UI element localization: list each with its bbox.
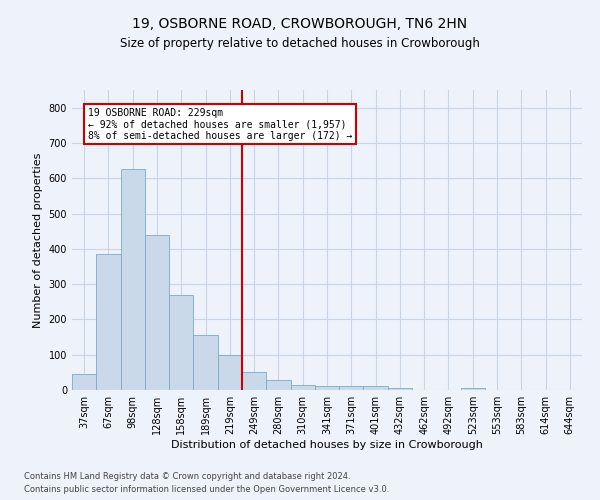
Bar	[461, 388, 485, 390]
Bar	[218, 354, 242, 390]
Bar	[96, 254, 121, 390]
Text: Contains HM Land Registry data © Crown copyright and database right 2024.: Contains HM Land Registry data © Crown c…	[24, 472, 350, 481]
Bar	[266, 380, 290, 390]
Text: Contains public sector information licensed under the Open Government Licence v3: Contains public sector information licen…	[24, 485, 389, 494]
Bar	[121, 170, 145, 390]
Bar	[242, 372, 266, 390]
Text: 19, OSBORNE ROAD, CROWBOROUGH, TN6 2HN: 19, OSBORNE ROAD, CROWBOROUGH, TN6 2HN	[133, 18, 467, 32]
X-axis label: Distribution of detached houses by size in Crowborough: Distribution of detached houses by size …	[171, 440, 483, 450]
Text: 19 OSBORNE ROAD: 229sqm
← 92% of detached houses are smaller (1,957)
8% of semi-: 19 OSBORNE ROAD: 229sqm ← 92% of detache…	[88, 108, 352, 141]
Bar	[290, 384, 315, 390]
Bar	[193, 336, 218, 390]
Bar	[388, 388, 412, 390]
Bar	[339, 386, 364, 390]
Y-axis label: Number of detached properties: Number of detached properties	[33, 152, 43, 328]
Bar	[169, 296, 193, 390]
Text: Size of property relative to detached houses in Crowborough: Size of property relative to detached ho…	[120, 38, 480, 51]
Bar	[364, 386, 388, 390]
Bar	[145, 234, 169, 390]
Bar	[315, 386, 339, 390]
Bar	[72, 374, 96, 390]
